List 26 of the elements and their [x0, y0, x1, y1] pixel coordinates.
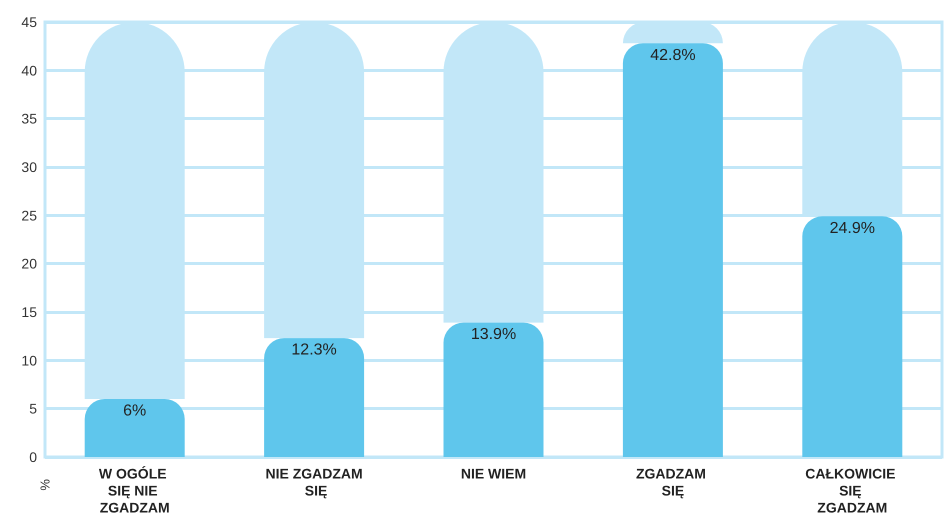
- y-tick-label: 5: [29, 400, 38, 417]
- data-label: 24.9%: [830, 220, 875, 237]
- data-label: 13.9%: [470, 326, 516, 344]
- x-tick-label: NIE ZGADZAM SIĘ: [265, 466, 363, 498]
- x-tick-label: CAŁKOWICIE SIĘ ZGADZAM: [805, 466, 900, 516]
- data-label: 42.8%: [650, 46, 696, 64]
- y-tick-label: 35: [21, 110, 38, 127]
- y-tick-label: 0: [29, 449, 38, 465]
- bar: [84, 399, 185, 457]
- bar: [802, 216, 902, 457]
- y-tick-label: 45: [21, 14, 38, 30]
- y-tick-label: 10: [21, 352, 38, 368]
- x-tick-label: W OGÓLE SIĘ NIE ZGADZAM: [98, 466, 170, 516]
- bar: [622, 43, 723, 457]
- y-tick-label: 15: [21, 304, 38, 320]
- y-tick-label: 20: [21, 256, 38, 272]
- y-tick-label: 30: [21, 159, 38, 175]
- x-tick-label: NIE WIEM: [460, 466, 526, 482]
- y-tick-label: 25: [21, 207, 38, 224]
- data-label: 12.3%: [291, 342, 337, 359]
- y-tick-label: 40: [21, 62, 38, 78]
- bar: [444, 322, 544, 457]
- x-tick-label: ZGADZAM SIĘ: [636, 466, 710, 498]
- bar: [264, 338, 364, 457]
- y-axis-title: %: [38, 478, 52, 491]
- data-label: 6%: [123, 402, 146, 420]
